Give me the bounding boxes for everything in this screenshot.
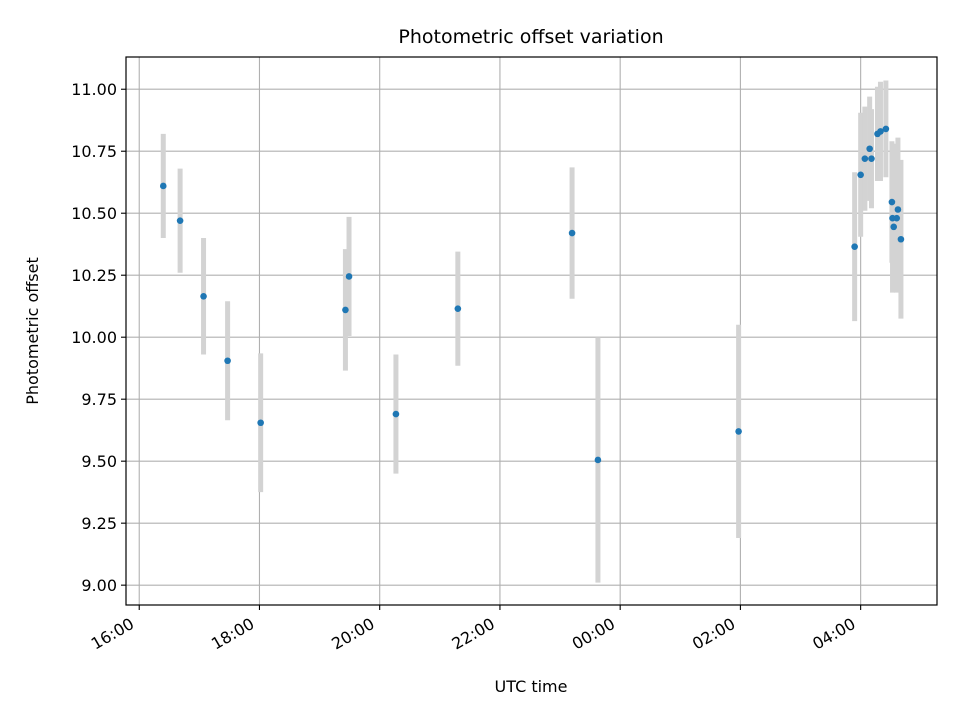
- data-point: [176, 217, 184, 224]
- data-point: [257, 419, 264, 427]
- data-point: [224, 357, 231, 365]
- y-axis-ticks: 9.00 9.25 9.50 9.75 10.00 10.25 10.50 10.75 11.0…: [71, 80, 126, 595]
- data-point: [342, 306, 349, 314]
- y-tick-label: 9.25: [81, 514, 117, 533]
- data-point: [861, 155, 869, 162]
- plot-frame: [125, 56, 938, 606]
- y-tick-label: 10.25: [71, 266, 117, 285]
- y-tick-label: 10.00: [71, 328, 117, 347]
- data-point: [868, 155, 875, 162]
- data-point: [890, 223, 898, 231]
- data-point: [345, 273, 353, 280]
- data-point: [897, 235, 905, 243]
- data-point: [594, 456, 602, 464]
- y-tick-label: 9.75: [81, 390, 117, 409]
- y-tick-label: 10.50: [71, 204, 117, 223]
- data-points: [159, 125, 905, 464]
- x-axis-title: UTC time: [495, 677, 568, 696]
- y-tick-label: 11.00: [71, 80, 117, 99]
- data-point: [866, 145, 873, 153]
- y-tick-label: 10.75: [71, 142, 117, 161]
- data-point: [882, 125, 890, 133]
- data-point: [851, 243, 858, 250]
- data-point: [888, 198, 896, 206]
- y-tick-label: 9.00: [81, 576, 117, 595]
- data-point: [454, 305, 462, 312]
- data-point: [877, 128, 884, 135]
- data-point: [735, 428, 742, 435]
- y-tick-label: 9.50: [81, 452, 117, 471]
- data-point: [392, 410, 400, 418]
- data-point: [568, 229, 576, 237]
- data-point: [857, 171, 864, 179]
- y-axis-title: Photometric offset: [23, 257, 42, 405]
- data-point: [894, 206, 902, 213]
- data-point: [200, 292, 207, 300]
- chart-title: Photometric offset variation: [398, 26, 663, 48]
- data-point: [893, 214, 901, 222]
- data-point: [159, 182, 167, 190]
